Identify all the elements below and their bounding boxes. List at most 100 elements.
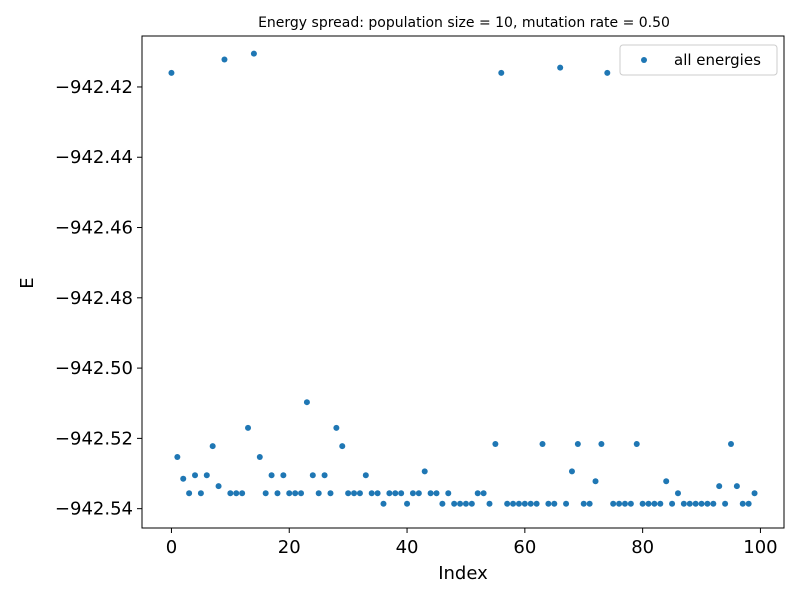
x-tick-label: 80 (631, 537, 654, 558)
data-point (739, 500, 746, 507)
data-point (669, 500, 676, 507)
data-point (203, 472, 210, 479)
data-point (409, 490, 416, 497)
y-tick-label: −942.46 (55, 218, 133, 239)
data-point (451, 500, 458, 507)
data-point (492, 441, 499, 448)
x-tick-label: 60 (513, 537, 536, 558)
data-point (268, 472, 275, 479)
data-point (604, 69, 611, 76)
data-point (621, 500, 628, 507)
plot-frame (141, 35, 785, 529)
data-point (333, 424, 340, 431)
data-point (433, 490, 440, 497)
data-point (704, 500, 711, 507)
data-point (657, 500, 664, 507)
chart-title: Energy spread: population size = 10, mut… (258, 15, 670, 31)
data-point (645, 500, 652, 507)
data-point (504, 500, 511, 507)
data-point (309, 472, 316, 479)
data-point (515, 500, 522, 507)
y-tick-label: −942.50 (55, 358, 133, 379)
data-point (751, 490, 758, 497)
legend: all energies (619, 44, 778, 76)
data-point (398, 490, 405, 497)
data-point (245, 424, 252, 431)
data-point (568, 468, 575, 475)
data-point (415, 490, 422, 497)
data-point (680, 500, 687, 507)
legend-label: all energies (674, 51, 761, 69)
data-point (551, 500, 558, 507)
data-point (356, 490, 363, 497)
data-point (745, 500, 752, 507)
data-points (168, 50, 758, 507)
data-point (498, 69, 505, 76)
data-point (168, 69, 175, 76)
data-point (710, 500, 717, 507)
data-point (521, 500, 528, 507)
data-point (510, 500, 517, 507)
data-point (480, 490, 487, 497)
data-point (486, 500, 493, 507)
data-point (209, 443, 216, 450)
data-point (427, 490, 434, 497)
data-point (386, 490, 393, 497)
data-point (539, 441, 546, 448)
data-point (633, 441, 640, 448)
data-point (439, 500, 446, 507)
data-point (298, 490, 305, 497)
data-point (686, 500, 693, 507)
data-point (174, 454, 181, 461)
data-point (274, 490, 281, 497)
legend-box (619, 44, 778, 76)
x-tick-label: 20 (278, 537, 301, 558)
data-point (303, 399, 310, 406)
data-point (716, 483, 723, 490)
data-point (651, 500, 658, 507)
y-tick-label: −942.54 (55, 499, 133, 520)
data-point (280, 472, 287, 479)
data-point (351, 490, 358, 497)
data-point (262, 490, 269, 497)
data-point (380, 500, 387, 507)
data-point (545, 500, 552, 507)
data-point (286, 490, 293, 497)
data-point (563, 500, 570, 507)
data-point (221, 56, 228, 63)
data-point (215, 483, 222, 490)
data-point (698, 500, 705, 507)
data-point (457, 500, 464, 507)
data-point (233, 490, 240, 497)
x-tick-label: 40 (396, 537, 419, 558)
data-point (180, 475, 187, 482)
data-point (474, 490, 481, 497)
y-axis-ticks: −942.54 −942.52 −942.50 −942.48 −942.46 −942.… (55, 77, 142, 520)
data-point (327, 490, 334, 497)
data-point (557, 64, 564, 71)
data-point (421, 468, 428, 475)
data-point (663, 478, 670, 485)
data-point (727, 441, 734, 448)
data-point (256, 454, 263, 461)
data-point (468, 500, 475, 507)
y-axis-label: E (17, 277, 38, 288)
data-point (627, 500, 634, 507)
data-point (239, 490, 246, 497)
data-point (527, 500, 534, 507)
data-point (586, 500, 593, 507)
y-tick-label: −942.44 (55, 147, 133, 168)
data-point (321, 472, 328, 479)
data-point (639, 500, 646, 507)
data-point (186, 490, 193, 497)
data-point (345, 490, 352, 497)
data-point (315, 490, 322, 497)
data-point (610, 500, 617, 507)
data-point (445, 490, 452, 497)
data-point (292, 490, 299, 497)
y-tick-label: −942.52 (55, 428, 133, 449)
data-point (197, 490, 204, 497)
data-point (404, 500, 411, 507)
data-point (722, 500, 729, 507)
